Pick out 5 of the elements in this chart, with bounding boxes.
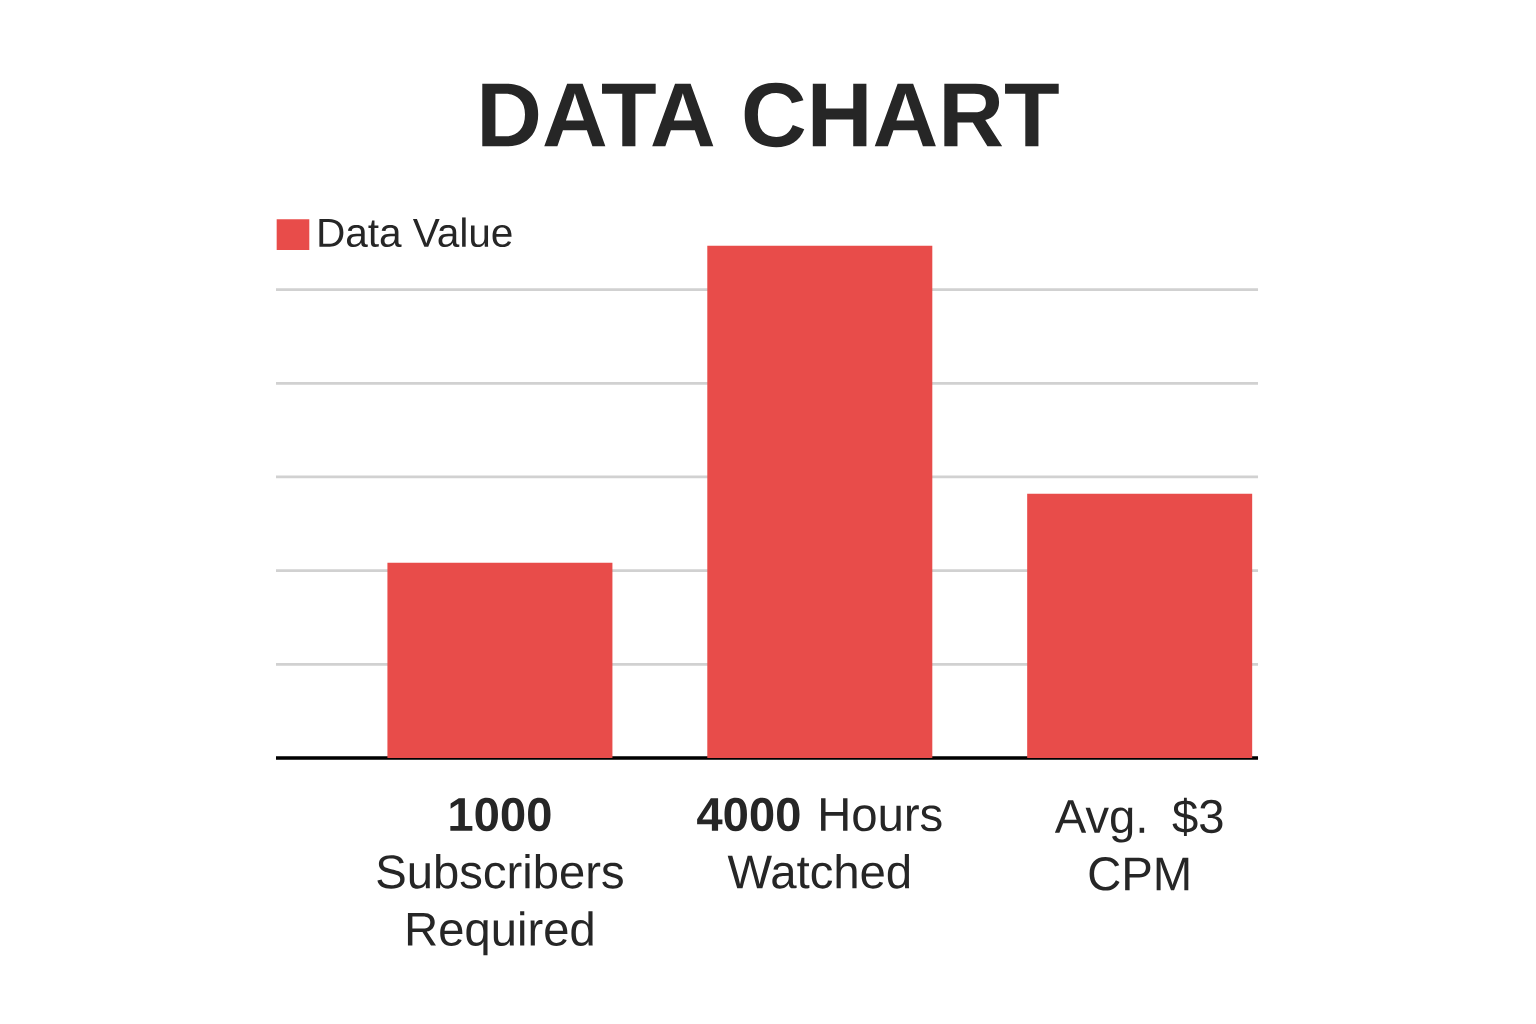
chart-title: DATA CHART — [482, 82, 1059, 148]
legend-label: Data Value — [319, 217, 512, 248]
x-tick-label: 4000 Hours Watched — [697, 797, 942, 889]
x-tick-label: Avg. $3 CPM — [1054, 797, 1223, 891]
x-tick-label: 1000 Subscribers Required — [377, 797, 623, 956]
